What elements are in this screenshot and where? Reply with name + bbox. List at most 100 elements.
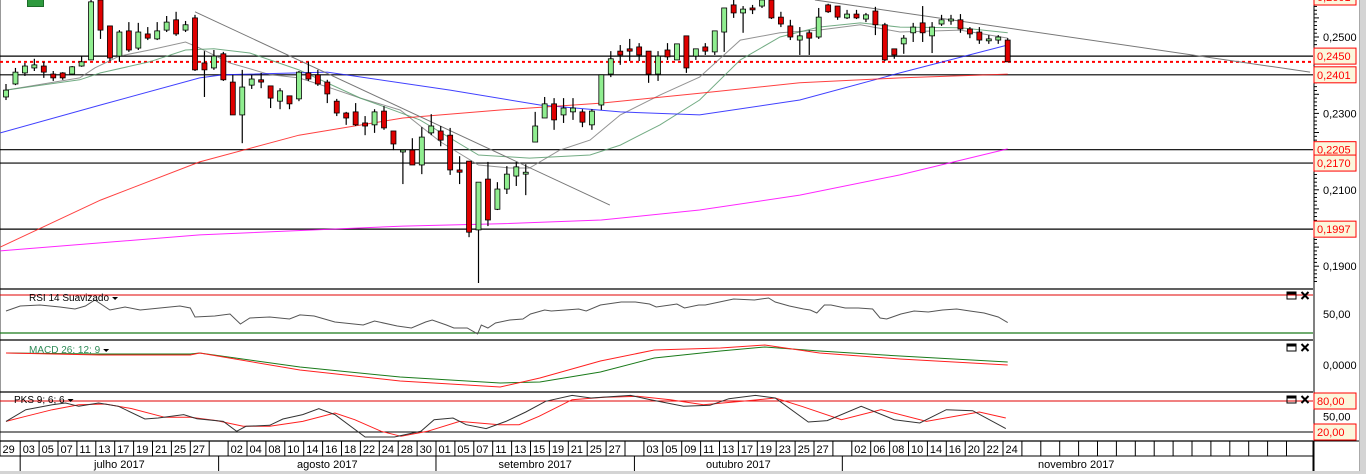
candle-body [995,36,1002,41]
candle [69,66,76,75]
candle [551,98,557,130]
candle-body [466,160,472,233]
candle [1004,38,1011,63]
candle [674,43,680,61]
candle-body [78,61,85,67]
candle [815,7,822,39]
legend-toggle-icon[interactable] [27,0,44,7]
candle [560,98,567,123]
date-label: 22 [987,444,999,456]
candle-body [267,85,274,99]
maximize-panel-button[interactable] [1286,395,1297,404]
candle [995,35,1002,44]
indicators [5,297,1008,438]
candle-body [125,30,132,51]
candle-body [201,62,208,71]
candle [40,61,47,78]
macd-title[interactable]: MACD 26; 12; 9 [29,345,101,356]
candle-body [806,32,813,39]
candle [589,109,595,130]
candle-body [362,122,369,127]
dropdown-arrow-icon[interactable] [67,399,74,402]
dropdown-arrow-icon[interactable] [103,349,110,352]
candle [844,9,850,20]
candle-body [399,149,406,153]
maximize-panel-button[interactable] [1286,291,1297,300]
candle-body [494,188,501,210]
date-label: 03 [23,444,35,456]
candle-body [844,13,850,19]
candle [692,48,699,60]
candle [494,182,501,211]
ma-gray-line [5,24,1008,169]
candle-body [589,110,595,126]
close-panel-button[interactable] [1300,395,1310,404]
maximize-panel-button[interactable] [1286,343,1297,352]
candle-body [343,112,350,119]
rsi-title[interactable]: RSI 14 Suavizado [29,293,109,304]
candle-body [229,81,236,116]
close-panel-button[interactable] [1300,291,1310,300]
candle [503,166,510,195]
candle [919,6,926,42]
date-label: 19 [136,444,148,456]
close-panel-button[interactable] [1300,343,1310,352]
candle-body [154,30,161,40]
date-label: 11 [79,444,90,456]
candle-body [560,107,567,116]
candle [617,45,624,65]
candle [182,20,189,33]
candle-body [607,58,614,75]
moving-averages [0,22,1008,252]
candle-body [579,111,586,123]
date-label: 10 [911,444,923,456]
candle-body [881,24,888,61]
pks-title[interactable]: PKS 9; 6; 6 [14,395,65,406]
date-label: 07 [61,444,73,456]
candle [428,114,435,136]
candle [721,7,728,52]
candle [201,51,208,97]
date-axis: 29 03 05 07 11 13 17 19 21 25 27 02 04 08 10 14 16 18 22 24… [0,441,1287,471]
date-label: 16 [325,444,337,456]
candle-body [286,95,293,105]
trendline[interactable] [194,11,611,206]
candle [78,56,85,67]
candle-body [352,111,359,126]
date-label: 02 [231,444,243,456]
rsi-tick-label: 50,00 [1323,309,1351,321]
candle-body [692,48,699,57]
price-label-top: 0,2601 [1317,0,1351,4]
candle [683,35,690,73]
date-label: 04 [250,444,262,456]
candle [305,61,312,81]
candle-body [664,49,671,58]
date-label: 27 [193,444,205,456]
candle [239,69,246,144]
candle [900,35,907,54]
candle [806,30,813,55]
candle-body [371,111,378,126]
candle [834,5,841,20]
candle-body [192,17,198,71]
date-label: 20 [968,444,980,456]
candle [655,51,661,81]
candle [277,88,283,110]
candle-body [210,55,217,69]
candle-body [674,43,680,61]
candle [768,0,775,20]
candle-body [551,103,557,121]
candles [3,0,1011,284]
dropdown-arrow-icon[interactable] [112,297,119,300]
trendline[interactable] [814,0,1311,73]
candle-body [891,48,898,56]
candle [853,9,860,20]
candle-body [976,31,983,41]
candle [210,49,217,70]
candle-body [409,149,416,166]
candle-body [296,71,302,100]
pks-tick-20-box [1313,423,1357,441]
candle-body [182,24,189,31]
candle-body [428,125,435,134]
